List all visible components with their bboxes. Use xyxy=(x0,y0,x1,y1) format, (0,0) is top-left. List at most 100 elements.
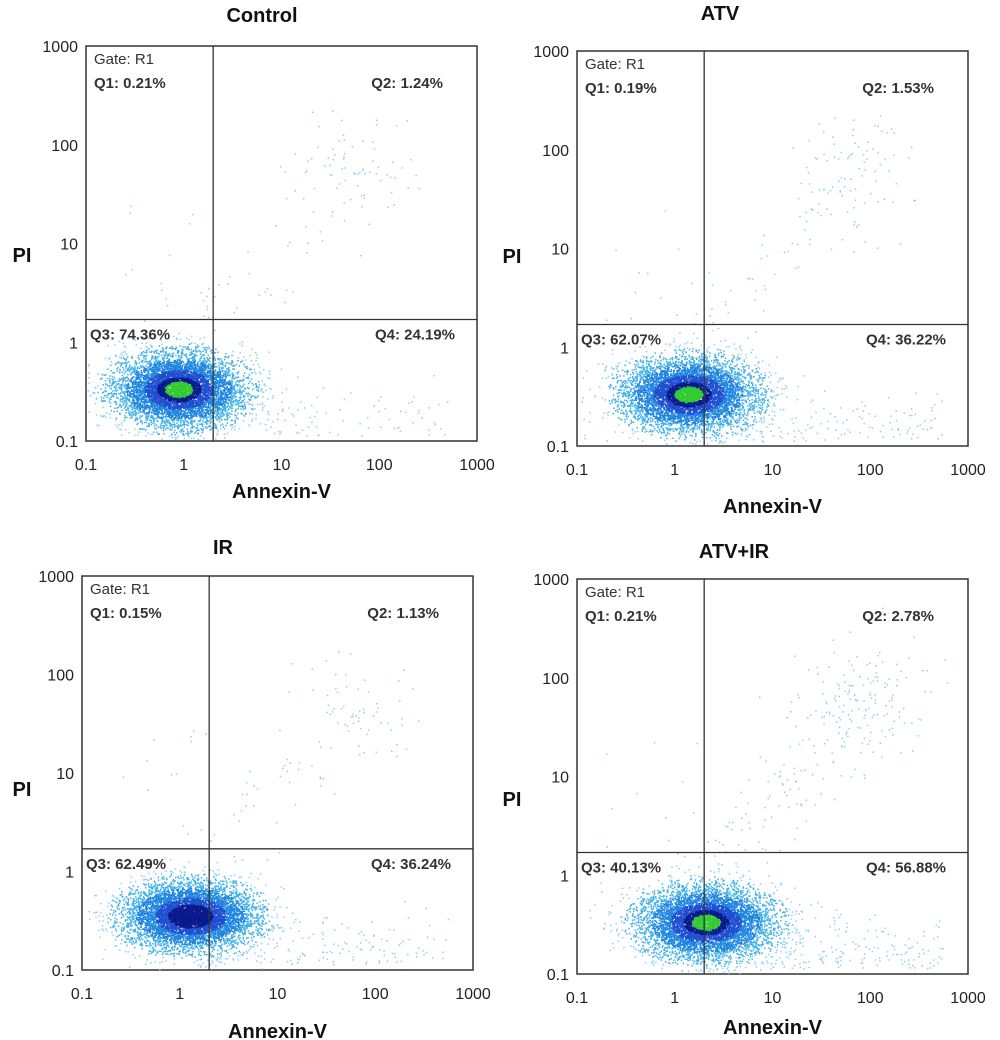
event-dot xyxy=(109,393,111,395)
event-dot xyxy=(100,388,102,390)
event-dot xyxy=(239,365,241,367)
event-dot xyxy=(104,395,106,397)
event-dot xyxy=(249,424,251,426)
event-dot xyxy=(218,365,220,367)
event-dot xyxy=(125,377,127,379)
event-dot xyxy=(112,372,114,374)
event-dot xyxy=(207,421,209,423)
event-dot xyxy=(184,423,186,425)
event-dot xyxy=(107,369,109,371)
event-dot xyxy=(179,333,181,335)
event-dot xyxy=(218,362,220,364)
event-dot xyxy=(251,349,253,351)
event-dot xyxy=(142,375,144,377)
event-dot xyxy=(163,430,165,432)
event-dot xyxy=(263,392,265,394)
event-dot xyxy=(161,412,163,414)
event-dot xyxy=(118,383,120,385)
event-dot xyxy=(208,355,210,357)
event-dot xyxy=(209,407,211,409)
event-dot xyxy=(190,371,192,373)
event-dot xyxy=(260,404,262,406)
event-dot xyxy=(218,359,220,361)
event-dot xyxy=(208,345,210,347)
event-dot xyxy=(166,357,168,359)
event-dot xyxy=(229,416,231,418)
event-dot xyxy=(230,406,232,408)
event-dot xyxy=(244,366,246,368)
event-dot xyxy=(272,421,274,423)
event-dot xyxy=(231,429,233,431)
event-dot xyxy=(252,419,254,421)
event-dot xyxy=(129,413,131,415)
event-dot xyxy=(237,413,239,415)
event-dot xyxy=(156,418,158,420)
event-dot xyxy=(116,418,118,420)
event-dot xyxy=(186,353,188,355)
event-dot xyxy=(127,357,128,359)
event-dot xyxy=(285,420,287,422)
event-dot xyxy=(297,377,299,379)
event-dot xyxy=(173,353,175,355)
event-dot xyxy=(118,393,120,395)
event-dot xyxy=(151,359,153,361)
event-dot xyxy=(166,427,168,429)
event-dot xyxy=(107,394,109,396)
event-dot xyxy=(209,425,211,427)
event-dot xyxy=(176,337,178,339)
event-dot xyxy=(128,378,130,380)
event-dot xyxy=(182,429,184,431)
event-dot xyxy=(256,354,257,356)
event-dot xyxy=(121,364,123,366)
event-dot xyxy=(236,417,238,419)
event-dot xyxy=(162,418,164,420)
event-dot xyxy=(143,428,145,430)
event-dot xyxy=(270,426,272,428)
event-dot xyxy=(237,386,239,388)
event-dot xyxy=(88,373,90,375)
event-dot xyxy=(232,368,234,370)
event-dot xyxy=(232,351,234,353)
event-dot xyxy=(157,426,159,428)
event-dot xyxy=(238,384,240,386)
event-dot xyxy=(107,378,109,380)
event-dot xyxy=(256,386,258,388)
event-dot xyxy=(126,391,128,393)
event-dot xyxy=(182,424,184,426)
event-dot xyxy=(135,374,137,376)
event-dot xyxy=(254,397,256,399)
event-dot xyxy=(162,347,164,349)
event-dot xyxy=(147,361,149,363)
event-dot xyxy=(107,397,109,399)
event-dot xyxy=(183,431,185,433)
event-dot xyxy=(193,350,195,352)
event-dot xyxy=(124,387,126,389)
event-dot xyxy=(226,368,228,370)
event-dot xyxy=(222,364,224,366)
event-dot xyxy=(222,424,224,426)
event-dot xyxy=(104,375,106,377)
event-dot xyxy=(241,345,243,347)
event-dot xyxy=(134,366,136,368)
event-dot xyxy=(125,371,127,373)
event-dot xyxy=(196,430,198,432)
event-dot xyxy=(95,403,97,405)
event-dot xyxy=(227,362,229,364)
event-dot xyxy=(131,387,133,389)
event-dot xyxy=(189,433,191,435)
event-dot xyxy=(223,413,225,415)
event-dot xyxy=(114,390,116,392)
event-dot xyxy=(109,414,111,416)
event-dot xyxy=(255,418,257,420)
event-dot xyxy=(252,404,254,406)
event-dot xyxy=(155,428,157,430)
event-dot xyxy=(92,392,94,394)
event-dot xyxy=(113,379,115,381)
event-dot xyxy=(191,336,193,338)
event-dot xyxy=(100,378,102,380)
event-dot xyxy=(122,396,124,398)
event-dot xyxy=(259,371,261,373)
event-dot xyxy=(117,381,119,383)
event-dot xyxy=(125,346,127,348)
event-dot xyxy=(154,352,156,354)
